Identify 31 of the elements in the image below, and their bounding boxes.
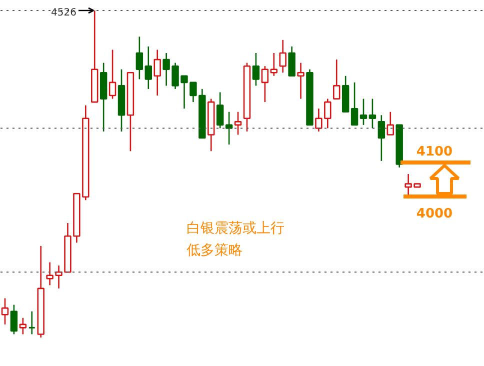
- candlestick: [28, 310, 36, 335]
- candlestick: [378, 114, 386, 162]
- candlestick: [324, 98, 332, 129]
- candlestick: [136, 36, 144, 80]
- annotation: 4526: [51, 8, 77, 18]
- candlestick: [190, 82, 197, 103]
- annotation: 4000: [416, 206, 453, 222]
- candlestick: [216, 92, 224, 129]
- candlestick: [234, 111, 242, 136]
- candlestick: [288, 46, 296, 77]
- candlestick: [333, 58, 340, 100]
- annotation: 白银震荡或上行: [186, 220, 284, 236]
- candlestick: [350, 82, 358, 126]
- candlestick: [297, 62, 304, 100]
- candlestick: [360, 98, 368, 126]
- candlestick: [144, 46, 152, 90]
- candlestick: [1, 298, 9, 326]
- candlestick: [261, 65, 269, 103]
- candlestick: [225, 111, 233, 146]
- candlestick: [19, 317, 27, 335]
- candlestick: [252, 52, 260, 86]
- candlestick: [10, 304, 18, 335]
- candlestick: [368, 98, 376, 129]
- candlestick: [154, 49, 161, 96]
- candlestick: [315, 108, 322, 132]
- candlestick: [279, 39, 286, 74]
- candlestick: [270, 52, 278, 77]
- candlestick: [386, 111, 394, 136]
- annotation: 低多策略: [186, 242, 242, 258]
- annotation: 4100: [416, 144, 453, 160]
- candlestick: [108, 49, 116, 100]
